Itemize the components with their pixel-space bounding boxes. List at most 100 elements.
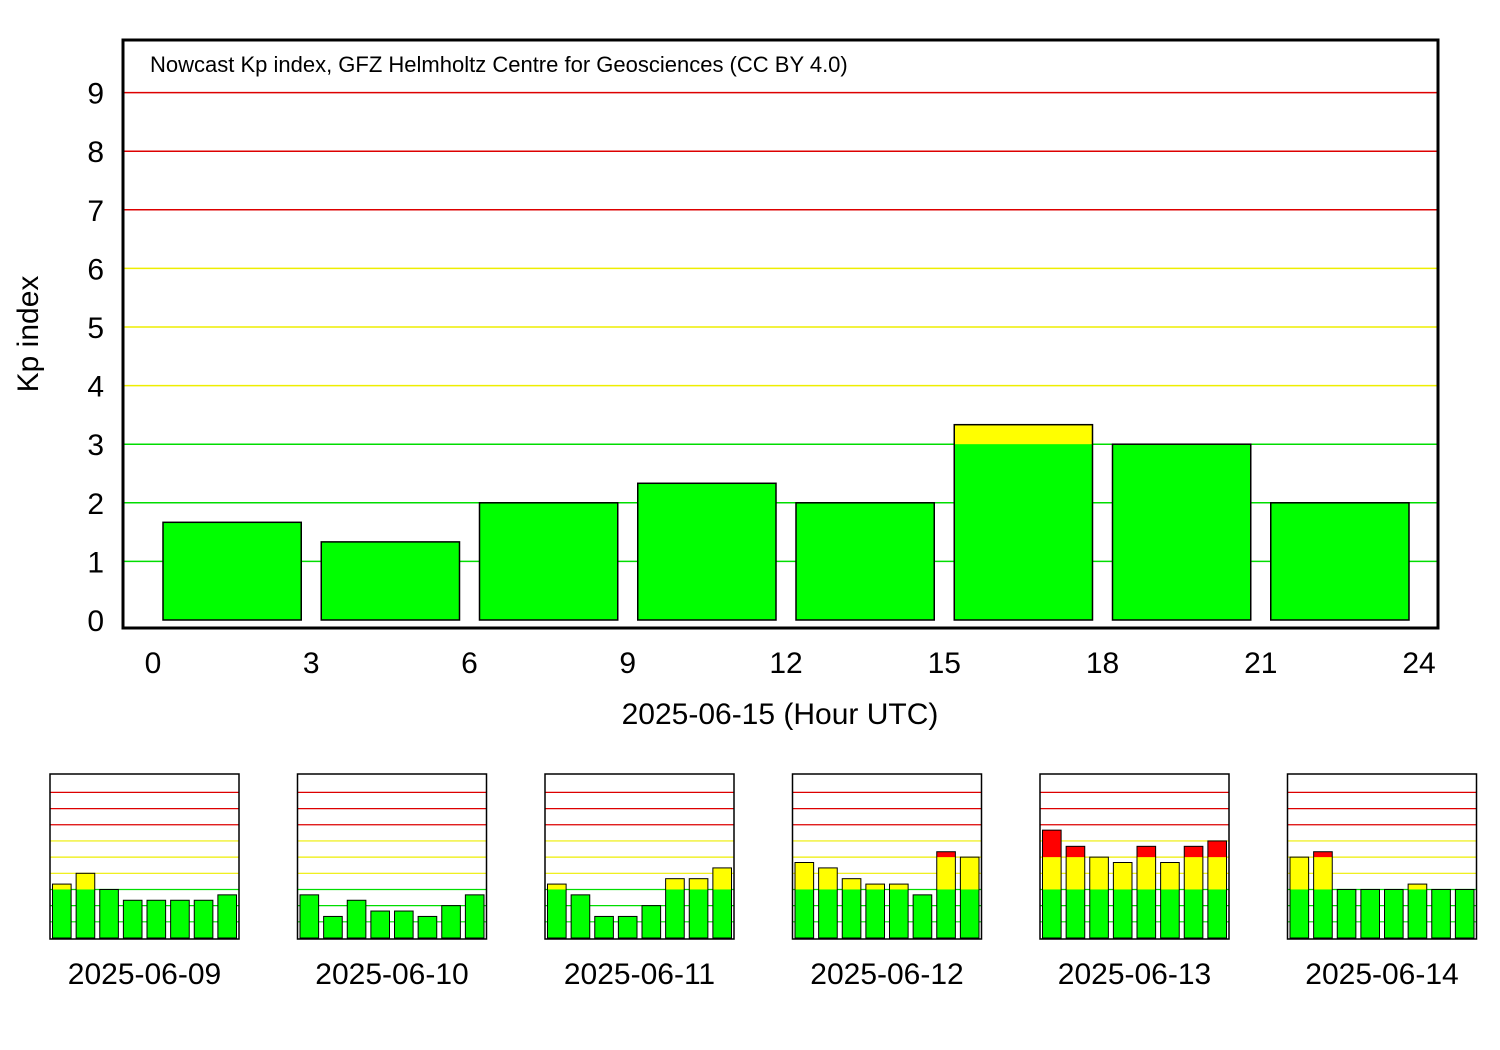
main-y-tick-labels: 0 1 2 3 4 5 6 7 8 9 [87,78,104,638]
mini-bar-2025-06-11-5-outline [665,878,685,939]
mini-bar-2025-06-11-6-outline [688,878,709,939]
mini-bar-2025-06-09-4-outline [146,899,167,939]
main-bar-15h [953,423,1094,621]
mini-bar-2025-06-11-1-outline [570,894,591,939]
mini-bar-2025-06-14-3-segment-0 [1360,889,1380,938]
mini-bar-2025-06-09-1 [75,872,96,939]
mini-bar-2025-06-09-1-segment-1 [76,873,95,890]
mini-bar-2025-06-14-5 [1407,883,1428,939]
mini-bar-2025-06-13-1 [1065,845,1086,939]
mini-bar-2025-06-09-7-segment-0 [217,894,237,938]
mini-bar-2025-06-09-0-segment-0 [52,889,72,938]
mini-bar-2025-06-13-3 [1112,862,1133,939]
main-bars [162,423,1410,621]
mini-bar-2025-06-14-7-outline [1454,888,1475,939]
mini-bar-2025-06-11-0-outline [547,883,567,939]
mini-bar-2025-06-11-5-segment-1 [665,878,685,890]
mini-bar-2025-06-11-4-outline [641,905,662,939]
mini-bar-2025-06-10-0-segment-0 [300,894,319,938]
mini-bar-2025-06-11-2-outline [594,915,614,939]
mini-chart-2025-06-12: 2025-06-12 [791,773,983,991]
main-bar-15h-outline [953,423,1094,621]
main-y-tick-3: 3 [87,429,104,462]
mini-bar-2025-06-14-5-segment-1 [1408,884,1427,890]
mini-bar-2025-06-14-5-outline [1407,883,1428,939]
mini-bar-2025-06-11-7 [712,867,732,939]
mini-bar-2025-06-12-2 [841,878,862,939]
mini-bar-2025-06-12-5 [912,894,933,939]
daily-mini-charts: 2025-06-09 2025-06-10 2025-06-11 2025-06-12… [49,773,1478,991]
mini-bar-2025-06-13-4 [1136,845,1157,939]
mini-bar-2025-06-12-5-outline [912,894,933,939]
mini-bar-2025-06-10-7-outline [464,894,485,939]
main-bar-21h-segment-0 [1270,502,1409,620]
main-bar-21h-outline [1270,502,1410,621]
mini-chart-frame [1286,773,1478,940]
mini-bar-2025-06-12-6-segment-2 [936,851,956,858]
mini-bar-2025-06-11-5-segment-0 [665,889,685,938]
mini-chart-frame [49,773,240,940]
main-y-axis-label: Kp index [12,276,45,393]
main-x-tick-6: 6 [461,647,478,680]
mini-bar-2025-06-12-0-outline [794,862,815,939]
mini-bar-2025-06-13-4-segment-2 [1137,846,1156,858]
mini-bar-2025-06-09-4-segment-0 [147,900,166,938]
mini-bar-2025-06-13-7-segment-0 [1207,889,1227,938]
mini-bar-2025-06-11-6-segment-0 [689,889,708,938]
main-x-tick-labels: 0 3 6 9 12 15 18 21 24 [145,647,1436,680]
mini-bar-2025-06-10-2 [346,899,367,939]
mini-bar-2025-06-12-3-segment-1 [865,884,885,890]
mini-bar-2025-06-12-7-segment-0 [960,889,979,938]
mini-bar-2025-06-09-6 [193,899,214,939]
mini-bar-2025-06-13-3-segment-0 [1113,889,1132,938]
mini-bar-2025-06-13-1-segment-1 [1066,857,1085,890]
mini-bar-2025-06-14-1-segment-0 [1313,889,1333,938]
mini-bar-2025-06-14-1-segment-1 [1313,857,1333,890]
mini-bar-2025-06-10-3-segment-0 [370,911,390,938]
mini-bar-2025-06-11-0-segment-0 [547,889,567,938]
mini-bar-2025-06-14-6-outline [1431,888,1451,939]
mini-chart-date-label: 2025-06-14 [1305,958,1458,991]
mini-bar-2025-06-12-0 [794,862,815,939]
mini-bar-2025-06-13-0-segment-0 [1042,889,1062,938]
mini-bar-2025-06-13-0-outline [1042,829,1062,939]
mini-bar-2025-06-12-0-segment-0 [795,889,814,938]
mini-bar-2025-06-09-6-segment-0 [194,900,213,938]
mini-bar-2025-06-14-4 [1384,888,1404,939]
mini-bar-2025-06-13-2-segment-0 [1089,889,1109,938]
mini-chart-date-label: 2025-06-10 [315,958,468,991]
mini-bar-2025-06-13-6-segment-2 [1184,846,1203,858]
main-y-tick-5: 5 [87,312,104,345]
main-y-tick-2: 2 [87,488,104,521]
mini-bar-2025-06-13-4-outline [1136,845,1157,939]
mini-bar-2025-06-13-4-segment-1 [1137,857,1156,890]
main-bar-3h-segment-0 [321,541,460,620]
mini-bar-2025-06-11-7-segment-1 [712,867,732,890]
mini-bar-2025-06-09-2-outline [99,888,119,939]
main-x-tick-9: 9 [619,647,636,680]
mini-bar-2025-06-12-4 [889,883,909,939]
main-x-axis-label: 2025-06-15 (Hour UTC) [622,698,939,731]
mini-bar-2025-06-10-4 [394,910,414,939]
main-bar-9h [637,482,777,621]
mini-chart-2025-06-13: 2025-06-13 [1039,773,1230,991]
mini-bar-2025-06-14-4-segment-0 [1384,889,1404,938]
mini-bar-2025-06-11-3 [617,915,638,939]
mini-bar-2025-06-11-5 [665,878,685,939]
mini-bar-2025-06-13-6-segment-1 [1184,857,1203,890]
mini-bar-2025-06-11-7-segment-0 [712,889,732,938]
main-bar-18h-segment-0 [1112,444,1251,620]
mini-bar-2025-06-13-5-segment-0 [1160,889,1180,938]
mini-bar-2025-06-13-5-outline [1160,862,1180,939]
mini-bar-2025-06-12-3 [865,883,885,939]
main-x-tick-18: 18 [1086,647,1119,680]
mini-bar-2025-06-14-1-outline [1313,851,1333,939]
mini-bar-2025-06-13-2-outline [1089,856,1109,939]
main-y-tick-4: 4 [87,371,104,404]
mini-bar-2025-06-10-3 [370,910,390,939]
main-bar-3h-outline [320,541,461,621]
mini-bar-2025-06-12-1 [818,867,838,939]
main-y-tick-7: 7 [87,195,104,228]
